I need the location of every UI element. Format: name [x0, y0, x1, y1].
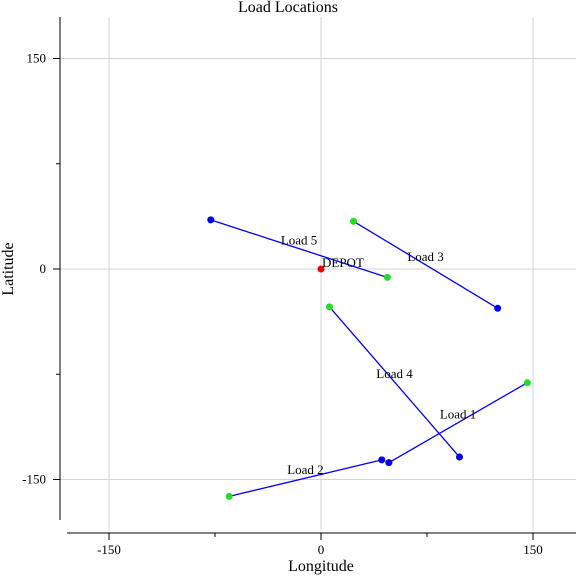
x-tick-label: 0 — [318, 542, 325, 557]
pickup-point-load-2 — [225, 492, 233, 500]
dropoff-point-load-1 — [385, 459, 393, 467]
x-axis-title: Longitude — [288, 558, 354, 575]
load-points — [207, 216, 531, 500]
dropoff-point-load-3 — [494, 304, 502, 312]
y-tick-label: -150 — [22, 472, 46, 487]
depot-label: DEPOT — [322, 255, 364, 270]
pickup-point-load-4 — [325, 303, 333, 311]
chart-title: Load Locations — [238, 0, 338, 16]
dropoff-point-load-2 — [378, 456, 386, 464]
route-line-load-1 — [388, 382, 528, 464]
dropoff-point-load-4 — [456, 453, 464, 461]
x-tick-label: -150 — [97, 542, 121, 557]
load-label-4: Load 4 — [376, 366, 413, 381]
route-lines — [210, 219, 528, 497]
y-tick-label: 0 — [40, 261, 47, 276]
load-label-3: Load 3 — [407, 249, 443, 264]
y-tick-label: 150 — [27, 51, 47, 66]
depot-point — [317, 265, 325, 273]
pickup-point-load-5 — [383, 273, 391, 281]
y-axis-title: Latitude — [0, 242, 17, 295]
x-tick-label: 150 — [523, 542, 543, 557]
route-line-load-4 — [328, 306, 460, 458]
dropoff-point-load-5 — [207, 216, 215, 224]
route-line-load-5 — [210, 219, 388, 279]
load-label-1: Load 1 — [440, 407, 476, 422]
grid — [60, 17, 576, 530]
route-line-load-2 — [228, 459, 382, 497]
axis-ticks: -150 0 150 -150 0 150 — [22, 51, 543, 558]
load-labels: Load 1 Load 2 Load 3 Load 4 Load 5 DEPOT — [281, 233, 476, 477]
load-label-2: Load 2 — [287, 462, 323, 477]
route-line-load-3 — [353, 220, 499, 309]
load-label-5: Load 5 — [281, 233, 317, 248]
pickup-point-load-1 — [523, 379, 531, 387]
pickup-point-load-3 — [350, 217, 358, 225]
